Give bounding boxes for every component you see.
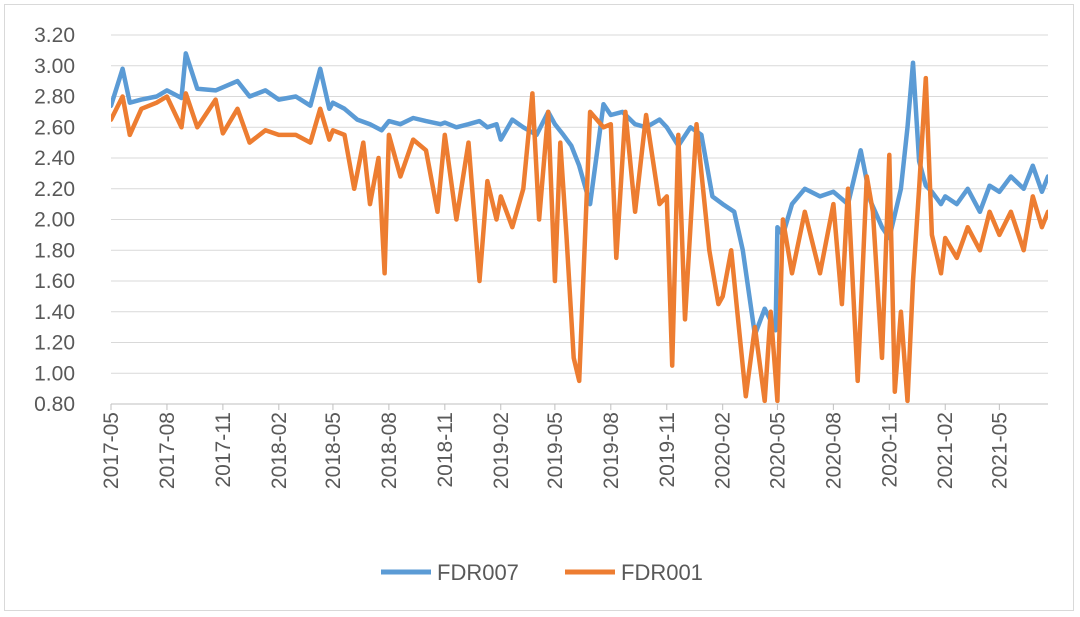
line-chart: 0.80 1.00 1.20 1.40 1.60 1.80 2.00 2.20 2.40 2.60… <box>34 24 1048 585</box>
x-tick-label: 2020-05 <box>766 412 789 489</box>
x-tick-label: 2021-05 <box>988 412 1011 489</box>
y-tick-label: 1.40 <box>34 301 75 324</box>
y-tick-label: 2.00 <box>34 209 75 232</box>
y-tick-label: 1.00 <box>34 362 75 385</box>
y-tick-label: 2.80 <box>34 86 75 109</box>
chart-frame: 0.80 1.00 1.20 1.40 1.60 1.80 2.00 2.20 2.40 2.60… <box>4 4 1074 611</box>
y-tick-label: 2.20 <box>34 178 75 201</box>
y-tick-label: 1.60 <box>34 270 75 293</box>
x-tick-label: 2021-02 <box>934 412 957 489</box>
y-tick-label: 3.20 <box>34 24 75 47</box>
series-line-fdr001 <box>111 75 1048 404</box>
y-tick-label: 1.20 <box>34 332 75 355</box>
series-line-fdr007 <box>111 51 1048 338</box>
x-tick-label: 2018-08 <box>378 412 401 489</box>
x-tick-label: 2019-08 <box>600 412 623 489</box>
x-tick-label: 2020-11 <box>878 412 901 488</box>
y-tick-label: 3.00 <box>34 55 75 78</box>
x-tick-label: 2017-05 <box>100 412 123 489</box>
x-tick-label: 2019-02 <box>490 412 513 489</box>
y-tick-label: 2.40 <box>34 147 75 170</box>
legend-label-fdr001: FDR001 <box>621 560 703 585</box>
x-tick-label: 2018-11 <box>434 412 457 488</box>
x-tick-label: 2018-05 <box>322 412 345 489</box>
x-tick-label: 2019-05 <box>544 412 567 489</box>
x-tick-label: 2019-11 <box>656 412 679 488</box>
x-tick-label: 2017-11 <box>212 412 235 488</box>
gridlines <box>111 34 1048 374</box>
y-tick-label: 0.80 <box>34 393 75 416</box>
y-tick-label: 1.80 <box>34 239 75 262</box>
x-tick-label: 2020-08 <box>822 412 845 489</box>
x-tick-label: 2017-08 <box>156 412 179 489</box>
x-tick-label: 2020-02 <box>712 412 735 489</box>
y-tick-label: 2.60 <box>34 116 75 139</box>
x-tick-label: 2018-02 <box>268 412 291 489</box>
axes: 0.80 1.00 1.20 1.40 1.60 1.80 2.00 2.20 2.40 2.60… <box>34 24 1048 489</box>
legend: FDR007 FDR001 <box>381 560 703 585</box>
series-lines <box>111 51 1048 404</box>
legend-label-fdr007: FDR007 <box>437 560 519 585</box>
